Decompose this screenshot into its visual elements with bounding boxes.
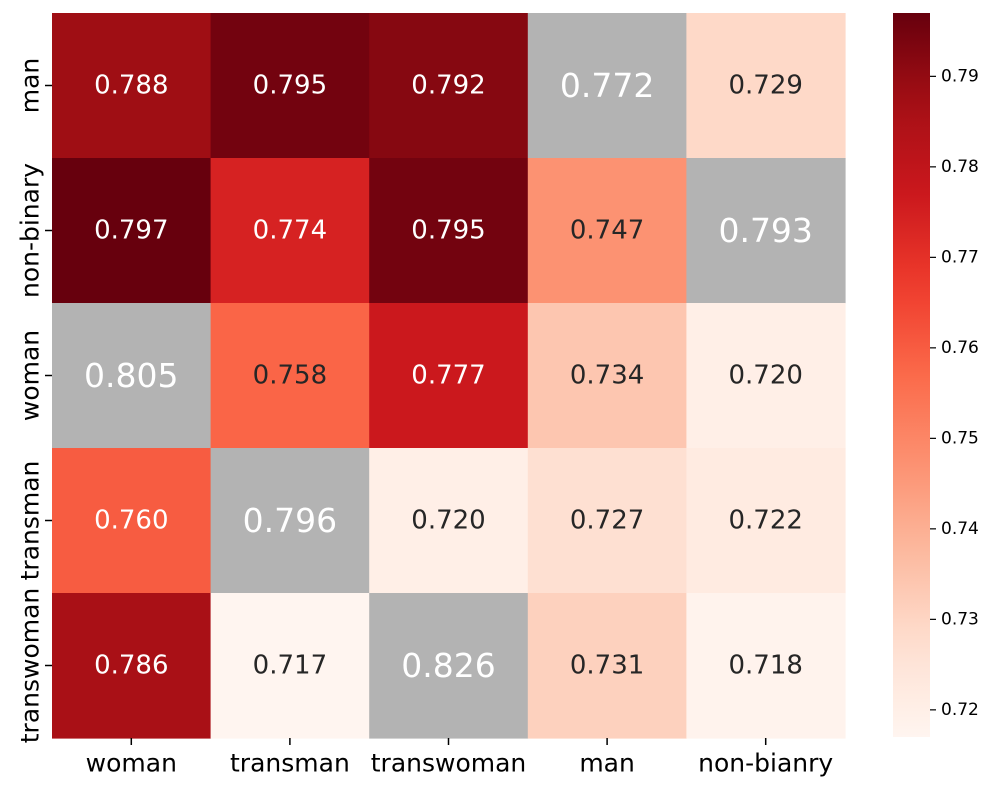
cell-value-label: 0.792	[411, 71, 485, 101]
heatmap-cell	[527, 303, 687, 449]
y-axis: man non-binary woman transman transwoman	[16, 58, 52, 744]
colorbar-tick-label: 0.76	[941, 338, 979, 358]
heatmap-cell	[686, 303, 846, 449]
x-tick-label: transman	[230, 749, 350, 778]
x-tick-label: non-bianry	[698, 749, 833, 778]
cell-value-label: 0.795	[253, 71, 327, 101]
cell-value-label: 0.793	[718, 211, 812, 250]
heatmap-cell	[52, 13, 212, 159]
x-tick-label: man	[579, 749, 635, 778]
heatmap-cell	[369, 158, 529, 304]
heatmap-cell	[52, 593, 212, 739]
cell-value-label: 0.786	[94, 651, 168, 681]
heatmap-cell	[369, 13, 529, 159]
x-tick-label: transwoman	[371, 749, 527, 778]
cell-value-label: 0.722	[728, 506, 802, 536]
cell-value-label: 0.788	[94, 71, 168, 101]
heatmap-cell	[527, 448, 687, 594]
heatmap-cell	[369, 303, 529, 449]
colorbar-tick-label: 0.75	[941, 428, 979, 448]
cell-value-label: 0.777	[411, 361, 485, 391]
cell-value-label: 0.758	[253, 361, 327, 391]
heatmap-cell	[527, 593, 687, 739]
heatmap-cell	[210, 593, 370, 739]
heatmap-cell	[52, 448, 212, 594]
heatmap-cell	[210, 13, 370, 159]
cell-value-label: 0.718	[728, 651, 802, 681]
y-tick-label: transman	[16, 461, 45, 581]
colorbar-tick-label: 0.74	[941, 519, 979, 539]
cell-value-label: 0.717	[253, 651, 327, 681]
heatmap-cell	[369, 448, 529, 594]
y-tick-label: man	[16, 58, 45, 114]
cell-value-label: 0.720	[411, 506, 485, 536]
heatmap-cell	[686, 593, 846, 739]
cell-value-label: 0.747	[570, 216, 644, 246]
heatmap-cell	[686, 13, 846, 159]
cell-value-label: 0.805	[84, 356, 178, 395]
cell-value-label: 0.731	[570, 651, 644, 681]
heatmap-cell	[527, 158, 687, 304]
cell-value-label: 0.774	[253, 216, 327, 246]
cell-value-label: 0.727	[570, 506, 644, 536]
heatmap-cell-highlighted	[369, 593, 529, 739]
y-tick-label: woman	[16, 330, 45, 421]
cell-value-label: 0.772	[560, 66, 654, 105]
cell-value-label: 0.795	[411, 216, 485, 246]
cell-value-label: 0.760	[94, 506, 168, 536]
cell-value-label: 0.796	[243, 501, 337, 540]
cell-value-label: 0.734	[570, 361, 644, 391]
colorbar-tick-label: 0.77	[941, 247, 979, 267]
y-tick-label: transwoman	[16, 588, 45, 744]
heatmap-cell-highlighted	[686, 158, 846, 304]
heatmap-cell	[210, 303, 370, 449]
colorbar: 0.72 0.73 0.74 0.75 0.76 0.77 0.78 0.79	[893, 13, 979, 737]
cell-value-label: 0.729	[728, 71, 802, 101]
cell-value-label: 0.720	[728, 361, 802, 391]
heatmap-cell-highlighted	[52, 303, 212, 449]
cell-value-label: 0.797	[94, 216, 168, 246]
heatmap-cell-highlighted	[527, 13, 687, 159]
heatmap-cell	[686, 448, 846, 594]
colorbar-tick-label: 0.79	[941, 66, 979, 86]
cell-value-label: 0.826	[401, 646, 495, 685]
colorbar-tick-label: 0.72	[941, 700, 979, 720]
cell-value-labels: 0.788 0.795 0.792 0.772 0.729 0.797 0.774 0.795…	[84, 66, 813, 685]
y-tick-label: non-binary	[16, 163, 45, 298]
heatmap-cell	[210, 158, 370, 304]
heatmap-cells	[52, 13, 846, 739]
heatmap-cell	[52, 158, 212, 304]
colorbar-tick-label: 0.73	[941, 609, 979, 629]
x-axis: woman transman transwoman man non-bianry	[86, 738, 833, 778]
x-tick-label: woman	[86, 749, 177, 778]
colorbar-tick-label: 0.78	[941, 157, 979, 177]
colorbar-gradient	[893, 13, 930, 737]
heatmap-cell-highlighted	[210, 448, 370, 594]
